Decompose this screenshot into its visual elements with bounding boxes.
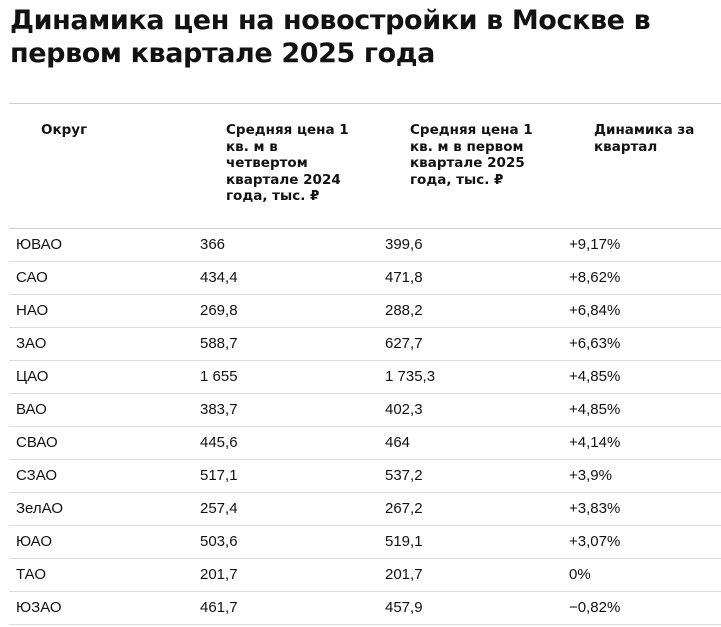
price-q4-2024-cell: 366	[200, 236, 226, 253]
district-cell: СЗАО	[16, 467, 58, 484]
district-cell: ЮАО	[16, 533, 52, 550]
district-cell: ЗАО	[16, 335, 47, 352]
page-title: Динамика цен на новостройки в Москве в п…	[10, 5, 651, 69]
table-row: СЗАО 517,1 537,2 +3,9%	[9, 460, 721, 493]
district-cell: ЮВАО	[16, 236, 63, 253]
table-row: ВАО 383,7 402,3 +4,85%	[9, 394, 721, 427]
district-cell: ТАО	[16, 566, 47, 583]
table-row: ЗелАО 257,4 267,2 +3,83%	[9, 493, 721, 526]
quarter-change-cell: +4,14%	[569, 434, 621, 451]
quarter-change-cell: +9,17%	[569, 236, 621, 253]
table-header: Округ Средняя цена 1 кв. м в четвертом к…	[9, 103, 721, 229]
table-row: ЦАО 1 655 1 735,3 +4,85%	[9, 361, 721, 394]
price-q1-2025-cell: 537,2	[385, 467, 423, 484]
quarter-change-cell: −0,82%	[569, 599, 621, 616]
table-row: САО 434,4 471,8 +8,62%	[9, 262, 721, 295]
quarter-change-cell: +4,85%	[569, 368, 621, 385]
quarter-change-cell: +6,63%	[569, 335, 621, 352]
price-q4-2024-cell: 383,7	[200, 401, 238, 418]
quarter-change-cell: 0%	[569, 566, 591, 583]
header-quarter-change: Динамика за квартал	[594, 122, 695, 155]
district-cell: ВАО	[16, 401, 47, 418]
price-q1-2025-cell: 519,1	[385, 533, 423, 550]
price-q4-2024-cell: 201,7	[200, 566, 238, 583]
price-q1-2025-cell: 1 735,3	[385, 368, 436, 385]
price-q1-2025-cell: 627,7	[385, 335, 423, 352]
price-table: Округ Средняя цена 1 кв. м в четвертом к…	[9, 103, 721, 625]
table-row: ЮАО 503,6 519,1 +3,07%	[9, 526, 721, 559]
price-q1-2025-cell: 471,8	[385, 269, 423, 286]
price-q1-2025-cell: 288,2	[385, 302, 423, 319]
table-row: ЗАО 588,7 627,7 +6,63%	[9, 328, 721, 361]
header-price-q1-2025: Средняя цена 1 кв. м в первом квартале 2…	[410, 122, 533, 188]
price-q1-2025-cell: 267,2	[385, 500, 423, 517]
district-cell: СВАО	[16, 434, 58, 451]
district-cell: ЮЗАО	[16, 599, 62, 616]
table-row: ТАО 201,7 201,7 0%	[9, 559, 721, 592]
quarter-change-cell: +3,83%	[569, 500, 621, 517]
quarter-change-cell: +6,84%	[569, 302, 621, 319]
price-q4-2024-cell: 445,6	[200, 434, 238, 451]
table-row: ЮЗАО 461,7 457,9 −0,82%	[9, 592, 721, 625]
header-district: Округ	[41, 122, 88, 138]
price-q1-2025-cell: 399,6	[385, 236, 423, 253]
quarter-change-cell: +3,07%	[569, 533, 621, 550]
header-price-q4-2024: Средняя цена 1 кв. м в четвертом квартал…	[226, 122, 349, 204]
table-body: ЮВАО 366 399,6 +9,17% САО 434,4 471,8 +8,62% НАО…	[9, 229, 721, 625]
quarter-change-cell: +3,9%	[569, 467, 612, 484]
price-q4-2024-cell: 517,1	[200, 467, 238, 484]
quarter-change-cell: +8,62%	[569, 269, 621, 286]
district-cell: ЗелАО	[16, 500, 63, 517]
price-q1-2025-cell: 457,9	[385, 599, 423, 616]
price-q4-2024-cell: 269,8	[200, 302, 238, 319]
table-row: СВАО 445,6 464 +4,14%	[9, 427, 721, 460]
district-cell: НАО	[16, 302, 49, 319]
price-q4-2024-cell: 588,7	[200, 335, 238, 352]
price-q1-2025-cell: 201,7	[385, 566, 423, 583]
price-q4-2024-cell: 461,7	[200, 599, 238, 616]
price-q1-2025-cell: 464	[385, 434, 411, 451]
table-row: НАО 269,8 288,2 +6,84%	[9, 295, 721, 328]
price-q4-2024-cell: 434,4	[200, 269, 238, 286]
quarter-change-cell: +4,85%	[569, 401, 621, 418]
price-q4-2024-cell: 257,4	[200, 500, 238, 517]
table-row: ЮВАО 366 399,6 +9,17%	[9, 229, 721, 262]
price-q4-2024-cell: 503,6	[200, 533, 238, 550]
district-cell: ЦАО	[16, 368, 49, 385]
district-cell: САО	[16, 269, 48, 286]
price-q4-2024-cell: 1 655	[200, 368, 238, 385]
price-q1-2025-cell: 402,3	[385, 401, 423, 418]
